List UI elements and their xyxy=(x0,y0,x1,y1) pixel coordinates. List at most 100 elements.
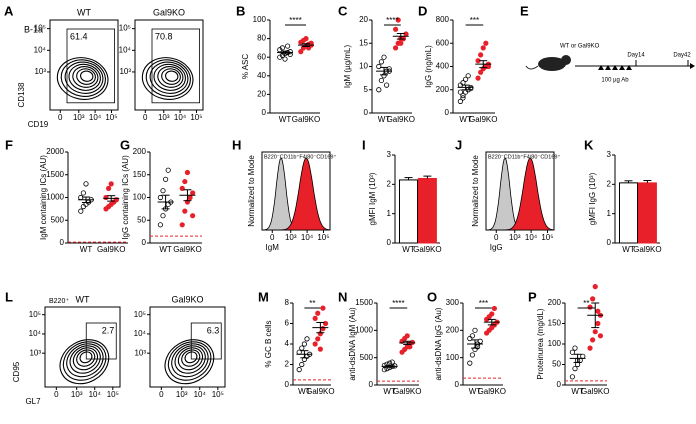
mouse-tail xyxy=(525,65,539,70)
panel-letter: I xyxy=(362,137,366,152)
x-tick-label: Gal9KO xyxy=(393,387,421,396)
x-tick-label: 10⁵ xyxy=(541,233,553,242)
x-axis-label: IgG xyxy=(490,243,503,252)
y-tick-label: 100 xyxy=(133,193,147,202)
plot-frame xyxy=(49,19,119,111)
y-tick-label: 5 xyxy=(364,85,369,94)
x-tick-label: 0 xyxy=(143,113,148,122)
plot-frame xyxy=(134,19,204,111)
dot xyxy=(157,222,163,228)
x-tick-label: 0 xyxy=(58,113,63,122)
panel-letter: F xyxy=(5,137,13,152)
dot xyxy=(587,345,593,351)
x-tick-label: 10³ xyxy=(158,113,170,122)
y-axis-label: IgM containing ICs (AU) xyxy=(39,155,48,240)
plot-frame xyxy=(44,306,121,388)
dot xyxy=(376,87,382,93)
x-tick-label: WT xyxy=(159,245,172,254)
y-tick-label: 3 xyxy=(607,150,612,159)
y-tick-label: 100 xyxy=(446,353,460,362)
y-tick-label: 40 xyxy=(257,71,266,80)
x-axis-label: CD19 xyxy=(28,120,49,129)
x-tick-label: 10³ xyxy=(176,390,188,399)
contour xyxy=(153,63,186,91)
contour xyxy=(60,59,106,97)
y-tick-label: 15 xyxy=(359,38,368,47)
x-tick-label: Gal9KO xyxy=(387,115,415,124)
injection xyxy=(605,65,611,70)
x-axis-label: IgM xyxy=(266,243,280,252)
gate-percent: 61.4 xyxy=(70,31,88,41)
dot xyxy=(78,208,84,214)
contour xyxy=(62,341,107,381)
plot-title: Gal9KO xyxy=(171,294,203,304)
contour xyxy=(149,61,189,94)
y-tick-label: 50 xyxy=(552,360,561,369)
dot xyxy=(284,43,291,49)
schematic-label: WT or Gal9KO xyxy=(560,44,600,50)
dot xyxy=(392,26,399,32)
dot xyxy=(106,185,112,191)
y-tick-label: 0 xyxy=(557,380,562,389)
panel-letter: K xyxy=(584,137,594,152)
dot xyxy=(478,52,484,58)
contour xyxy=(145,59,191,97)
x-tick-label: 10⁴ xyxy=(194,390,207,399)
contour xyxy=(72,347,99,371)
x-tick-label: 10⁵ xyxy=(317,233,329,242)
x-tick-label: WT xyxy=(80,245,93,254)
stain-histogram xyxy=(486,157,555,231)
schematic-label: Day42 xyxy=(673,53,691,59)
y-tick-label: 80 xyxy=(257,34,266,43)
x-tick-label: WT xyxy=(571,387,584,396)
plot-frame xyxy=(149,306,226,388)
dot xyxy=(190,213,196,219)
y-tick-label: 0 xyxy=(60,238,65,247)
y-axis-label: CD95 xyxy=(12,361,21,382)
y-tick-label: 0 xyxy=(364,108,369,117)
contour xyxy=(59,339,110,385)
y-tick-label: 0 xyxy=(387,238,392,247)
mouse-body xyxy=(538,57,566,71)
dot xyxy=(597,333,604,339)
x-tick-label: Gal9KO xyxy=(469,115,497,124)
dot xyxy=(469,352,475,358)
x-tick-label: 10⁵ xyxy=(212,390,224,399)
gate-percent: 70.8 xyxy=(155,31,173,41)
y-tick-label: 10⁴ xyxy=(134,329,147,338)
contour xyxy=(69,345,101,374)
injection xyxy=(612,65,618,70)
panel-letter: O xyxy=(427,289,437,304)
dot xyxy=(457,98,463,104)
y-tick-label: 200 xyxy=(436,85,450,94)
dot xyxy=(483,40,489,46)
panel-letter: B xyxy=(236,3,245,18)
x-tick-label: Gal9KO xyxy=(478,387,506,396)
y-tick-label: 500 xyxy=(360,353,374,362)
dot xyxy=(398,40,404,46)
y-axis-label: % ASC xyxy=(241,54,250,80)
y-tick-label: 0 xyxy=(369,380,374,389)
bar xyxy=(399,179,418,244)
significance: *** xyxy=(470,16,479,25)
contour xyxy=(79,351,93,364)
panel-letter: C xyxy=(338,3,348,18)
dot xyxy=(279,45,285,51)
contour xyxy=(76,68,96,85)
x-tick-label: WT xyxy=(459,115,472,124)
significance: **** xyxy=(386,16,398,25)
panel-letter: L xyxy=(5,289,13,304)
y-axis-label: CD138 xyxy=(17,82,26,107)
x-tick-label: WT xyxy=(279,115,292,124)
significance: ** xyxy=(309,299,315,308)
dot xyxy=(569,374,576,380)
x-tick-label: 0 xyxy=(494,233,499,242)
dot xyxy=(317,346,323,352)
dot xyxy=(407,344,413,350)
injection xyxy=(626,65,632,70)
y-tick-label: 1 xyxy=(387,209,392,218)
y-tick-label: 60 xyxy=(257,52,266,61)
contour xyxy=(56,57,109,100)
y-axis-label: gMFI IgG (10³) xyxy=(588,172,597,225)
dot xyxy=(595,308,601,314)
